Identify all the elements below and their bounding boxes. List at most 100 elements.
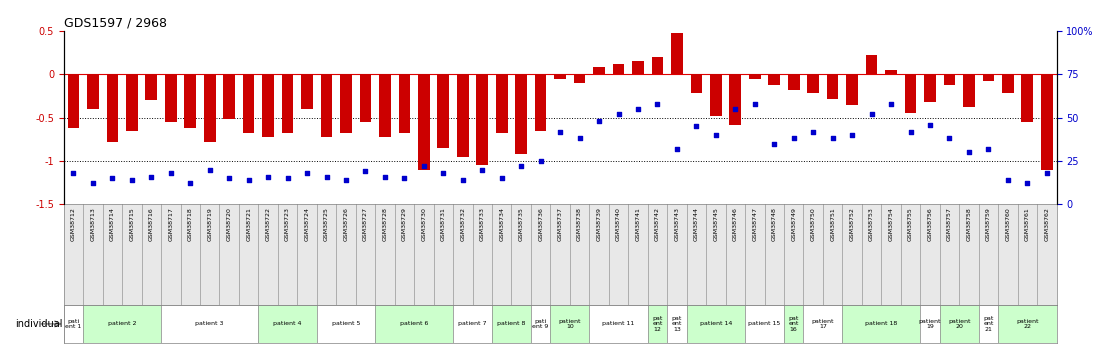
Point	[570, 136, 588, 141]
Bar	[418, 75, 429, 170]
Point	[1018, 181, 1036, 186]
Point	[123, 177, 141, 183]
Text: patient
17: patient 17	[812, 318, 834, 329]
Point	[804, 129, 822, 134]
Point	[688, 124, 705, 129]
Point	[824, 136, 842, 141]
Text: GSM38747: GSM38747	[752, 207, 757, 241]
Bar	[998, 305, 1057, 343]
Text: patient 6: patient 6	[400, 322, 428, 326]
Point	[376, 174, 394, 179]
Bar	[379, 75, 391, 137]
Point	[142, 174, 160, 179]
Bar	[340, 75, 352, 133]
Point	[318, 174, 335, 179]
Point	[201, 167, 219, 172]
Point	[998, 177, 1016, 183]
Text: patient 3: patient 3	[196, 322, 224, 326]
Text: patient
22: patient 22	[1016, 318, 1039, 329]
Bar	[243, 75, 255, 133]
Point	[882, 101, 900, 107]
Text: GSM38721: GSM38721	[246, 207, 252, 241]
Point	[493, 176, 511, 181]
Bar	[807, 75, 819, 93]
Point	[259, 174, 277, 179]
Bar	[476, 75, 489, 165]
Text: GSM38757: GSM38757	[947, 207, 951, 241]
Point	[239, 177, 257, 183]
Text: GSM38756: GSM38756	[928, 207, 932, 241]
Bar	[804, 305, 842, 343]
Point	[979, 146, 997, 151]
Point	[590, 118, 608, 124]
Text: GSM38760: GSM38760	[1005, 207, 1011, 241]
Point	[162, 170, 180, 176]
Bar	[1002, 75, 1014, 93]
Point	[512, 164, 530, 169]
Text: patient 2: patient 2	[107, 322, 136, 326]
Text: pati
ent 1: pati ent 1	[65, 318, 82, 329]
Point	[415, 164, 433, 169]
Bar	[64, 305, 83, 343]
Bar	[904, 75, 917, 113]
Point	[901, 129, 919, 134]
Bar	[282, 75, 293, 133]
Text: GSM38715: GSM38715	[130, 207, 134, 241]
Text: GSM38720: GSM38720	[227, 207, 231, 241]
Text: patient 8: patient 8	[498, 322, 525, 326]
Bar	[398, 75, 410, 133]
Text: GSM38733: GSM38733	[480, 207, 485, 241]
Text: GSM38735: GSM38735	[519, 207, 523, 241]
Bar	[745, 305, 784, 343]
Point	[667, 146, 685, 151]
Bar	[920, 305, 940, 343]
Bar	[492, 305, 531, 343]
Bar	[203, 75, 216, 142]
Bar	[1022, 75, 1033, 122]
Bar	[944, 75, 955, 85]
Text: pat
ent
13: pat ent 13	[672, 316, 682, 332]
Bar	[846, 75, 858, 105]
Point	[396, 176, 414, 181]
Text: GSM38719: GSM38719	[207, 207, 212, 241]
Text: patient 18: patient 18	[865, 322, 898, 326]
Bar	[496, 75, 508, 133]
Text: GSM38753: GSM38753	[869, 207, 874, 241]
Text: GSM38730: GSM38730	[421, 207, 426, 241]
Text: pat
ent
21: pat ent 21	[983, 316, 994, 332]
Point	[863, 111, 881, 117]
Point	[435, 170, 453, 176]
Point	[727, 106, 745, 112]
Text: GDS1597 / 2968: GDS1597 / 2968	[64, 17, 167, 30]
Text: GSM38723: GSM38723	[285, 207, 290, 241]
Point	[337, 177, 354, 183]
Bar	[865, 55, 878, 75]
Point	[532, 158, 550, 164]
Text: individual: individual	[16, 319, 63, 329]
Text: GSM38712: GSM38712	[70, 207, 76, 241]
Bar	[589, 305, 647, 343]
Text: patient 15: patient 15	[748, 322, 780, 326]
Bar	[126, 75, 138, 131]
Bar	[106, 75, 119, 142]
Text: pat
ent
16: pat ent 16	[788, 316, 799, 332]
Point	[707, 132, 724, 138]
Text: GSM38742: GSM38742	[655, 207, 660, 241]
Bar	[983, 75, 994, 81]
Text: GSM38738: GSM38738	[577, 207, 582, 241]
Text: GSM38754: GSM38754	[889, 207, 893, 241]
Text: GSM38743: GSM38743	[674, 207, 680, 241]
Point	[746, 101, 764, 107]
Text: GSM38746: GSM38746	[732, 207, 738, 241]
Text: GSM38722: GSM38722	[266, 207, 271, 241]
Bar	[550, 305, 589, 343]
Text: GSM38727: GSM38727	[363, 207, 368, 241]
Bar	[691, 75, 702, 93]
Bar	[67, 75, 79, 128]
Text: patient
19: patient 19	[919, 318, 941, 329]
Text: GSM38718: GSM38718	[188, 207, 192, 241]
Text: GSM38724: GSM38724	[304, 207, 310, 241]
Bar	[667, 305, 686, 343]
Text: GSM38762: GSM38762	[1044, 207, 1050, 241]
Text: GSM38755: GSM38755	[908, 207, 913, 241]
